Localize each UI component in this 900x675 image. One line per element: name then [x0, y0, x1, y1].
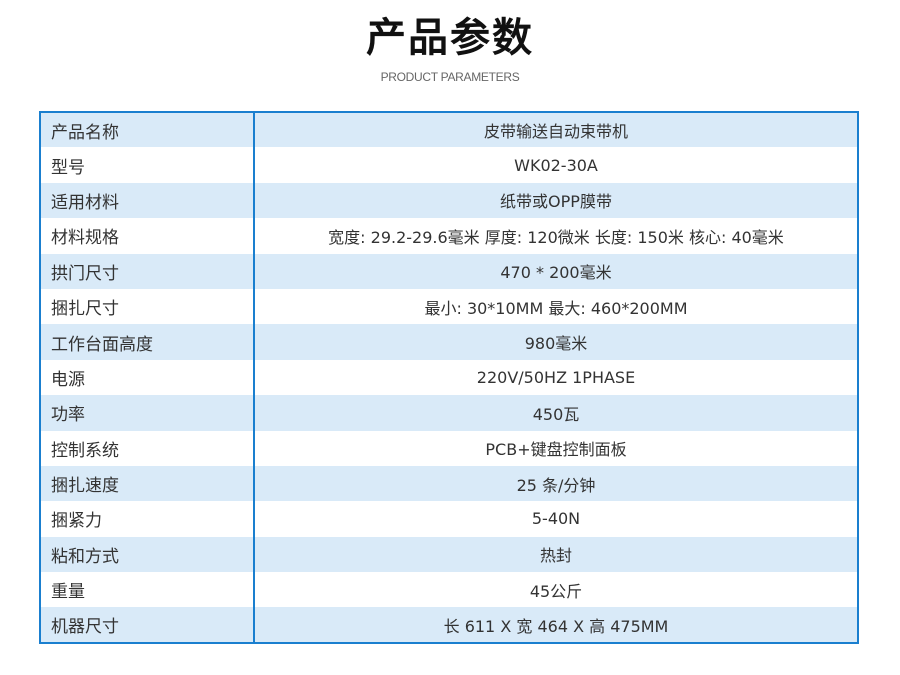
param-value: 纸带或OPP膜带 [254, 182, 858, 219]
param-label: 材料规格 [40, 218, 255, 254]
param-label: 机器尺寸 [40, 607, 255, 643]
table-row: 拱门尺寸 470 * 200毫米 [40, 253, 858, 289]
table-row: 功率 450瓦 [40, 395, 858, 431]
param-value: 皮带输送自动束带机 [254, 112, 858, 148]
param-label: 功率 [40, 395, 255, 431]
table-row: 重量 45公斤 [40, 572, 858, 608]
param-value: 宽度: 29.2-29.6毫米 厚度: 120微米 长度: 150米 核心: 4… [254, 218, 858, 254]
table-row: 机器尺寸长 611 X 宽 464 X 高 475MM [40, 607, 858, 643]
param-label: 重量 [40, 572, 255, 608]
parameters-table: 产品名称 皮带输送自动束带机 型号 WK02-30A 适用材料 纸带或OPP膜带 材料规格宽… [39, 111, 859, 644]
param-value: 5-40N [254, 501, 858, 537]
param-value: PCB+键盘控制面板 [254, 430, 858, 466]
param-value: 450瓦 [254, 395, 858, 431]
table-row: 材料规格 宽度: 29.2-29.6毫米 厚度: 120微米 长度: 150米 核… [40, 218, 858, 254]
param-label: 粘和方式 [40, 536, 255, 573]
param-value: 长 611 X 宽 464 X 高 475MM [254, 607, 858, 643]
param-label: 捆紧力 [40, 501, 255, 537]
param-value: 980毫米 [254, 324, 858, 360]
param-value: 热封 [254, 536, 858, 573]
table-row: 工作台面高度 980毫米 [40, 324, 858, 360]
param-label: 控制系统 [40, 430, 255, 466]
table-row: 型号 WK02-30A [40, 147, 858, 183]
table-row: 捆紧力 5-40N [40, 501, 858, 537]
param-value: 25 条/分钟 [254, 465, 858, 502]
table-row: 适用材料 纸带或OPP膜带 [40, 182, 858, 219]
param-value: 最小: 30*10MM 最大: 460*200MM [254, 288, 858, 325]
table-row: 粘和方式 热封 [40, 536, 858, 573]
param-label: 捆扎速度 [40, 465, 255, 502]
table-row: 控制系统 PCB+键盘控制面板 [40, 430, 858, 466]
table-row: 捆扎尺寸 最小: 30*10MM 最大: 460*200MM [40, 288, 858, 325]
page-title: 产品参数 [366, 15, 534, 61]
param-label: 适用材料 [40, 182, 255, 219]
param-label: 型号 [40, 147, 255, 183]
param-label: 工作台面高度 [40, 324, 255, 360]
page-subtitle: PRODUCT PARAMETERS [380, 70, 520, 84]
param-label: 产品名称 [40, 112, 255, 148]
param-value: 220V/50HZ 1PHASE [254, 359, 858, 396]
param-value: WK02-30A [254, 147, 858, 183]
param-label: 捆扎尺寸 [40, 288, 255, 325]
param-value: 45公斤 [254, 572, 858, 608]
table-row: 产品名称 皮带输送自动束带机 [40, 112, 858, 148]
param-label: 电源 [40, 359, 255, 396]
table-row: 电源 220V/50HZ 1PHASE [40, 359, 858, 396]
param-value: 470 * 200毫米 [254, 253, 858, 289]
table-row: 捆扎速度 25 条/分钟 [40, 465, 858, 502]
param-label: 拱门尺寸 [40, 253, 255, 289]
